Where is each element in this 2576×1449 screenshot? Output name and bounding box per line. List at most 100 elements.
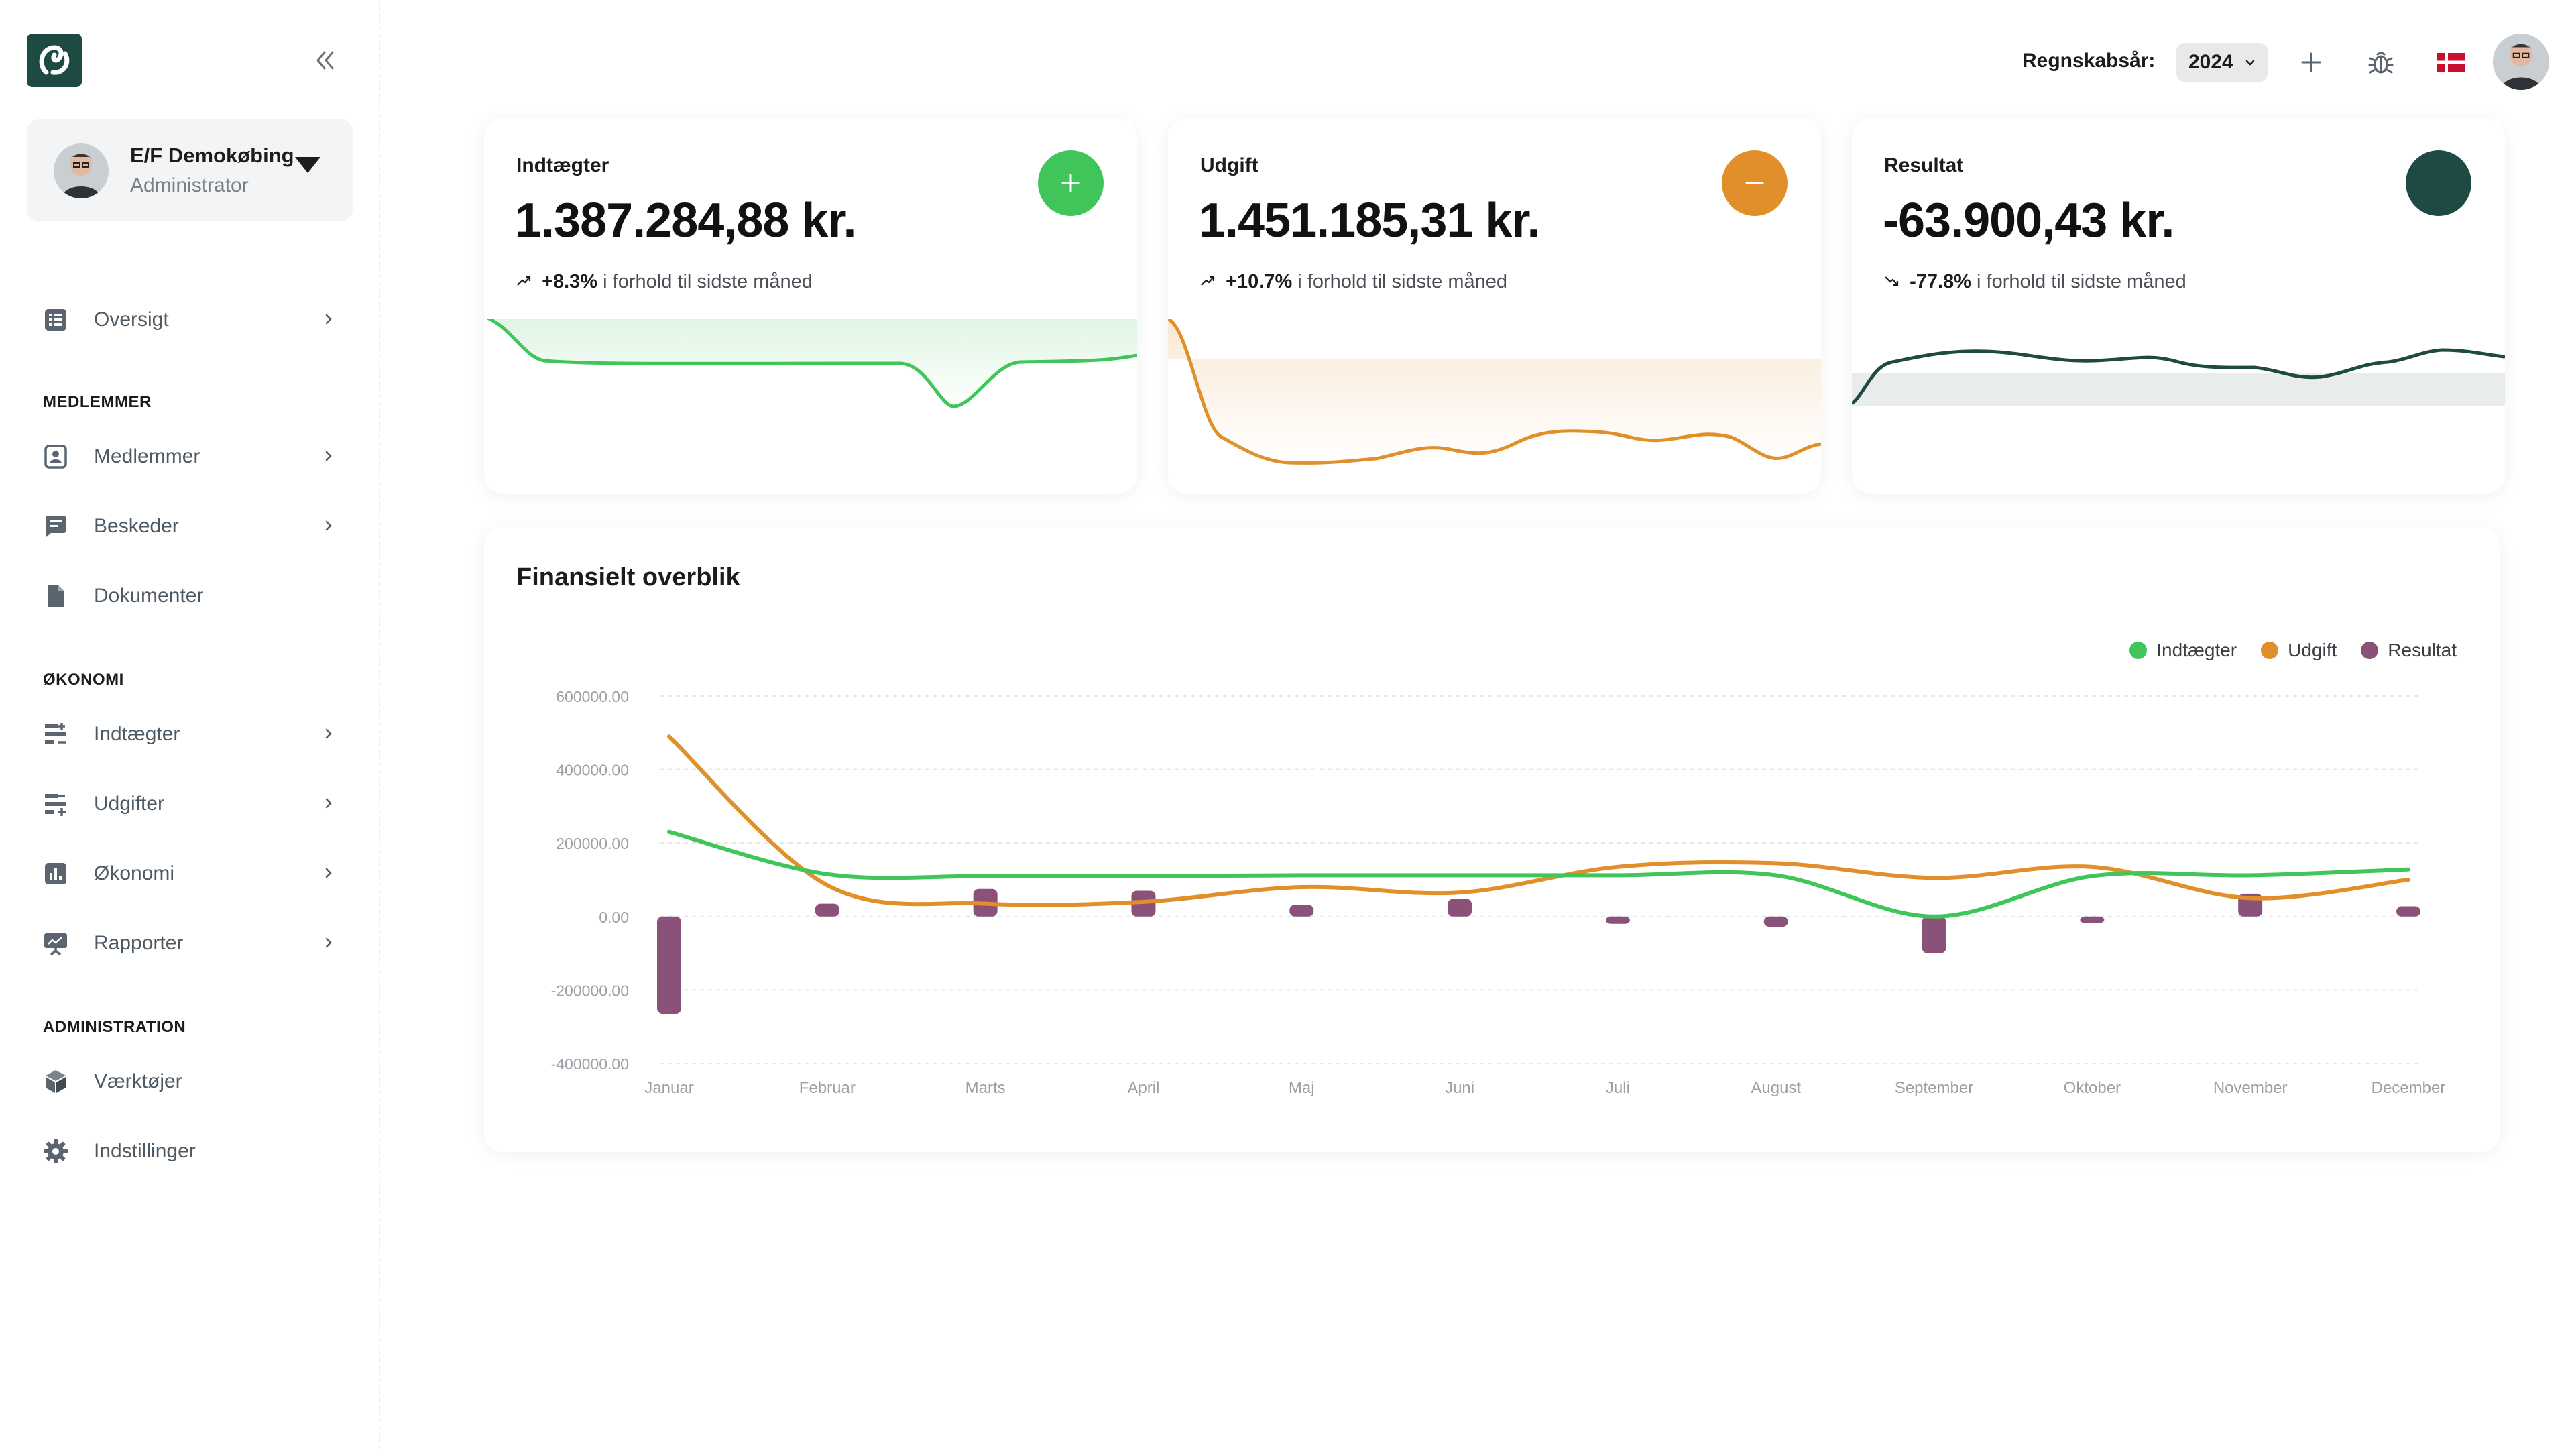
kpi-delta-text: i forhold til sidste måned [603, 271, 813, 292]
income-icon [45, 723, 66, 744]
user-avatar-icon [2493, 34, 2549, 90]
line-indtaegter [667, 829, 2410, 919]
sidebar-item-indstillinger[interactable]: Indstillinger [27, 1124, 353, 1177]
x-tick-label: Februar [799, 1079, 856, 1097]
org-name: E/F Demokøbing [130, 143, 294, 167]
legend-dot [2129, 642, 2148, 659]
report-bug-button[interactable] [2365, 47, 2396, 78]
bar-resultat [2396, 906, 2420, 917]
sidebar-item-label: Medlemmer [94, 445, 200, 467]
cube-icon [46, 1070, 66, 1093]
sidebar-item-label: Dokumenter [94, 585, 204, 607]
caret-down-icon[interactable] [295, 157, 320, 173]
kpi-delta-text: i forhold til sidste måned [1977, 271, 2186, 292]
trend-down-icon [1884, 271, 1904, 293]
minus-icon [1745, 182, 1764, 184]
user-avatar[interactable] [2493, 34, 2549, 90]
sidebar-item-rapporter[interactable]: Rapporter [27, 916, 353, 970]
sidebar-item-oversigt[interactable]: Oversigt [27, 292, 353, 346]
expense-sparkline [1168, 319, 1821, 465]
x-tick-label: Maj [1289, 1079, 1315, 1097]
expense-icon [45, 794, 66, 816]
organization-switcher[interactable]: E/F Demokøbing Administrator [27, 119, 353, 221]
y-tick-label: 400000.00 [556, 762, 629, 779]
member-card-icon [44, 445, 67, 469]
bar-resultat [1289, 905, 1314, 917]
chevron-right-icon [325, 798, 332, 809]
fiscal-year-value: 2024 [2188, 51, 2233, 73]
x-tick-label: Oktober [2064, 1079, 2121, 1097]
sidebar-item-beskeder[interactable]: Beskeder [27, 499, 353, 553]
chevron-right-icon [325, 937, 332, 948]
legend-label: Udgift [2288, 640, 2337, 660]
legend-label: Indtægter [2156, 640, 2237, 660]
kpi-card-income: Indtægter 1.387.284,88 kr. +8.3% i forho… [484, 118, 1137, 494]
bar-resultat [657, 916, 681, 1015]
fiscal-year-label: Regnskabsår: [2022, 50, 2156, 72]
fiscal-year-select[interactable]: 2024 [2176, 43, 2268, 82]
add-button[interactable] [2296, 47, 2327, 78]
double-chevron-left-icon [316, 51, 334, 70]
sidebar-item-label: Rapporter [94, 932, 184, 954]
chart-title: Finansielt overblik [516, 563, 740, 591]
bar-resultat [1448, 899, 1472, 917]
overview-chart: 600000.00 400000.00 200000.00 0.00 -200000.0… [551, 688, 2446, 1097]
x-tick-label: Januar [644, 1079, 693, 1097]
chevron-right-icon [325, 728, 332, 739]
y-tick-label: -200000.00 [551, 982, 629, 999]
result-badge [2406, 150, 2471, 216]
legend-item-expense[interactable]: Udgift [2261, 640, 2337, 661]
legend-item-income[interactable]: Indtægter [2129, 640, 2237, 661]
add-income-button[interactable] [1038, 150, 1104, 216]
nav-section-administration: ADMINISTRATION [43, 1018, 186, 1036]
y-tick-label: 0.00 [599, 909, 629, 926]
legend-dot [2361, 642, 2379, 659]
collapse-sidebar-button[interactable] [310, 46, 339, 75]
sidebar-item-dokumenter[interactable]: Dokumenter [27, 569, 353, 622]
sidebar-item-label: Værktøjer [94, 1070, 182, 1092]
sidebar-item-label: Oversigt [94, 308, 169, 331]
kpi-delta: +10.7% i forhold til sidste måned [1200, 271, 1507, 293]
sidebar-item-label: Indstillinger [94, 1140, 196, 1162]
language-select-button[interactable] [2435, 47, 2466, 78]
kpi-card-expense: Udgift 1.451.185,31 kr. +10.7% i forhold… [1168, 118, 1821, 494]
list-icon [45, 309, 66, 331]
presentation-icon [44, 933, 67, 956]
add-expense-button[interactable] [1722, 150, 1788, 216]
chart-legend: Indtægter Udgift Resultat [2129, 640, 2457, 661]
nav-section-okonomi: ØKONOMI [43, 671, 124, 689]
income-sparkline [485, 319, 1137, 408]
kpi-value: 1.387.284,88 kr. [515, 194, 856, 247]
bug-icon [2368, 52, 2394, 74]
x-tick-label: December [2372, 1079, 2446, 1097]
danish-flag-icon [2437, 53, 2465, 72]
kpi-delta-value: -77.8% [1910, 271, 1971, 292]
chevron-right-icon [325, 451, 332, 461]
chevron-right-icon [325, 520, 332, 531]
app-logo[interactable] [27, 34, 82, 87]
y-tick-label: 200000.00 [556, 835, 629, 852]
x-tick-label: September [1895, 1079, 1973, 1097]
result-sparkline [1852, 348, 2505, 406]
sidebar-item-udgifter[interactable]: Udgifter [27, 776, 353, 830]
x-tick-label: Marts [965, 1079, 1006, 1097]
kpi-delta: -77.8% i forhold til sidste måned [1884, 271, 2186, 293]
sidebar-item-okonomi[interactable]: Økonomi [27, 846, 353, 900]
kpi-card-result: Resultat -63.900,43 kr. -77.8% i forhold… [1852, 118, 2505, 494]
x-tick-label: Juni [1445, 1079, 1474, 1097]
bar-resultat [2080, 916, 2105, 923]
org-role: Administrator [130, 174, 249, 196]
sidebar-item-indtaegter[interactable]: Indtægter [27, 707, 353, 760]
sidebar-item-label: Udgifter [94, 793, 165, 815]
sidebar-item-vaerktojer[interactable]: Værktøjer [27, 1054, 353, 1108]
financial-overview-card: Finansielt overblik Indtægter Udgift Res… [484, 527, 2500, 1152]
y-tick-label: 600000.00 [556, 688, 629, 705]
bar-resultat [815, 903, 839, 917]
legend-item-result[interactable]: Resultat [2361, 640, 2457, 661]
sidebar-item-medlemmer[interactable]: Medlemmer [27, 429, 353, 483]
legend-dot [2261, 642, 2279, 659]
sidebar-item-label: Økonomi [94, 862, 175, 884]
chevron-right-icon [325, 868, 332, 878]
bar-resultat [1922, 916, 1946, 953]
x-tick-label: August [1751, 1079, 1801, 1097]
